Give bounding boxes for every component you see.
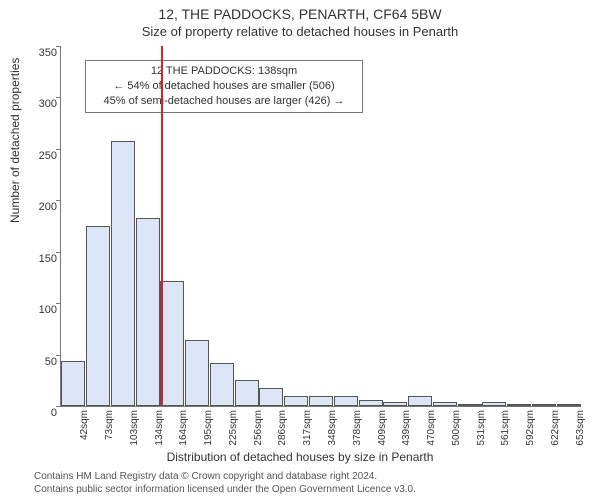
x-tick-label: 622sqm: [550, 410, 561, 454]
x-tick-label: 195sqm: [203, 410, 214, 454]
histogram-bar: [160, 281, 184, 406]
histogram-bar: [532, 404, 556, 406]
histogram-bar: [111, 141, 135, 406]
histogram-bar: [86, 226, 110, 406]
y-tick-label: 300: [17, 98, 57, 110]
y-tick-label: 200: [17, 201, 57, 213]
histogram-bar: [136, 218, 160, 406]
histogram-bar: [185, 340, 209, 406]
histogram-bar: [557, 404, 581, 406]
x-tick-label: 256sqm: [253, 410, 264, 454]
histogram-bar: [334, 396, 358, 406]
annotation-box: 12 THE PADDOCKS: 138sqm ← 54% of detache…: [85, 60, 363, 113]
y-axis-label: Number of detached properties: [8, 58, 22, 223]
x-tick-label: 225sqm: [228, 410, 239, 454]
x-tick-label: 73sqm: [104, 410, 115, 454]
histogram-bar: [284, 396, 308, 406]
histogram-bar: [408, 396, 432, 406]
x-tick-label: 317sqm: [302, 410, 313, 454]
x-tick-label: 653sqm: [575, 410, 586, 454]
x-tick-label: 42sqm: [79, 410, 90, 454]
histogram-bar: [458, 404, 482, 406]
histogram-bar: [235, 380, 259, 406]
page-title: 12, THE PADDOCKS, PENARTH, CF64 5BW: [0, 6, 600, 22]
histogram-bar: [433, 402, 457, 406]
x-tick-label: 500sqm: [451, 410, 462, 454]
x-tick-label: 439sqm: [401, 410, 412, 454]
annotation-line-3: 45% of semi-detached houses are larger (…: [92, 94, 356, 109]
x-tick-label: 409sqm: [377, 410, 388, 454]
footnote: Contains HM Land Registry data © Crown c…: [34, 471, 416, 496]
histogram-bar: [210, 363, 234, 406]
histogram-bar: [383, 402, 407, 406]
histogram-bar: [359, 400, 383, 406]
x-tick-label: 470sqm: [426, 410, 437, 454]
histogram-bar: [61, 361, 85, 406]
reference-marker-line: [161, 46, 163, 406]
y-tick-label: 150: [17, 253, 57, 265]
y-tick-label: 250: [17, 150, 57, 162]
x-tick-label: 592sqm: [525, 410, 536, 454]
x-tick-label: 134sqm: [154, 410, 165, 454]
y-tick-label: 100: [17, 304, 57, 316]
x-tick-label: 348sqm: [327, 410, 338, 454]
y-tick-label: 50: [17, 356, 57, 368]
histogram-bar: [507, 404, 531, 406]
x-tick-label: 103sqm: [129, 410, 140, 454]
histogram-bar: [482, 402, 506, 406]
footnote-line-2: Contains public sector information licen…: [34, 484, 416, 497]
annotation-line-2: ← 54% of detached houses are smaller (50…: [92, 79, 356, 94]
annotation-line-1: 12 THE PADDOCKS: 138sqm: [92, 64, 356, 79]
x-tick-label: 531sqm: [476, 410, 487, 454]
x-tick-label: 164sqm: [178, 410, 189, 454]
histogram-bar: [259, 388, 283, 407]
chart-plot-area: 12 THE PADDOCKS: 138sqm ← 54% of detache…: [60, 46, 581, 407]
footnote-line-1: Contains HM Land Registry data © Crown c…: [34, 471, 416, 484]
y-tick-label: 0: [17, 407, 57, 419]
page-subtitle: Size of property relative to detached ho…: [0, 24, 600, 39]
histogram-bar: [309, 396, 333, 406]
x-tick-label: 561sqm: [500, 410, 511, 454]
x-tick-label: 286sqm: [277, 410, 288, 454]
y-tick-label: 350: [17, 47, 57, 59]
x-tick-label: 378sqm: [352, 410, 363, 454]
